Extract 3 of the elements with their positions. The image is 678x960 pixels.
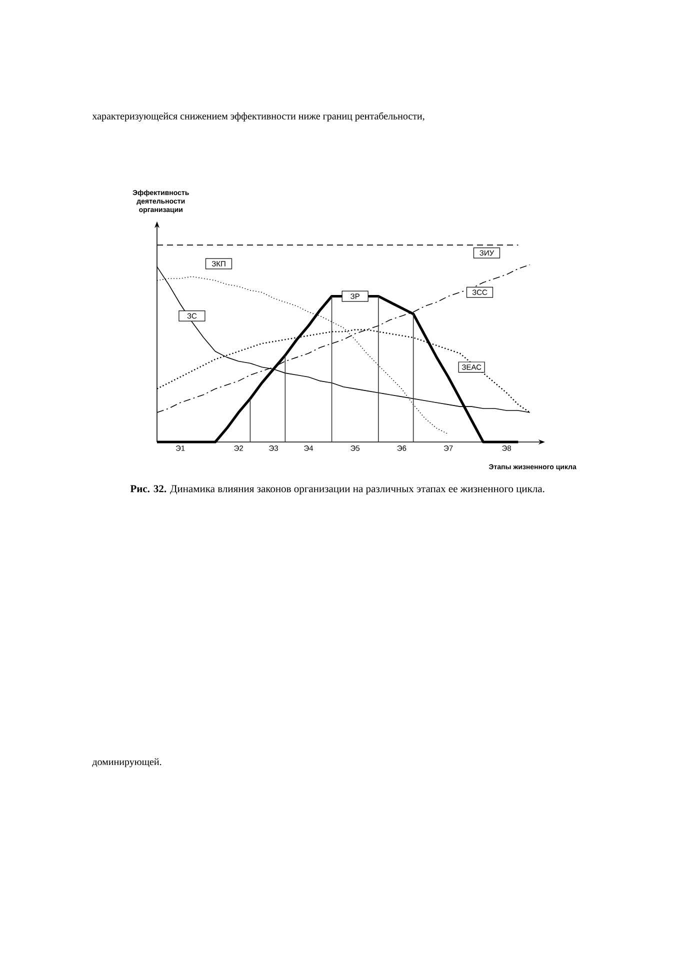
text: Рис. 32. Динамика влияния законов организации на различных этапах ее жизненного цикла. [130,485,544,494]
text: характеризующейся снижением эффективности ниже границ рентабельности, [92,112,424,122]
text: доминирующей. [92,758,162,768]
